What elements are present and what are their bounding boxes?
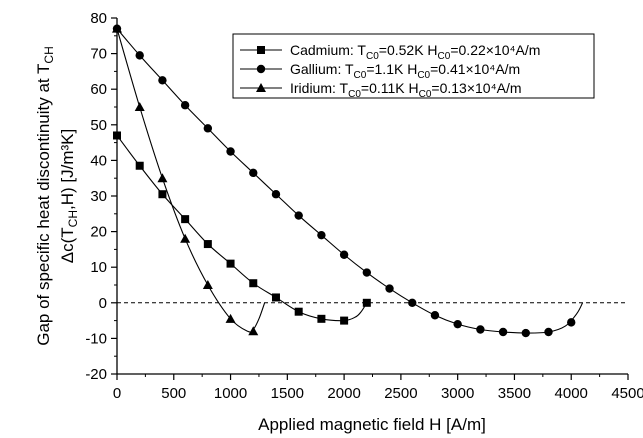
gallium-point — [135, 51, 144, 60]
gallium-point — [249, 168, 258, 178]
iridium-point — [202, 280, 213, 289]
legend-box — [232, 33, 595, 99]
legend-marker-cadmium — [257, 46, 265, 54]
iridium-point — [225, 313, 236, 323]
cadmium-point — [226, 259, 235, 268]
legend-marker-iridium — [256, 83, 266, 92]
y-axis-title-line2: Δc(TCH,H) [J/m³K] — [58, 129, 80, 263]
x-tick-label: 4000 — [555, 385, 588, 402]
gallium-point — [521, 328, 530, 338]
cadmium-point — [317, 314, 326, 323]
y-tick-label: 20 — [90, 224, 107, 241]
gallium-point — [271, 190, 281, 199]
gallium-point — [180, 101, 190, 110]
cadmium-point — [340, 316, 349, 325]
y-tick-label: 60 — [90, 81, 107, 98]
x-tick-label: 2000 — [327, 385, 360, 402]
iridium-curve — [116, 28, 266, 333]
iridium-point — [112, 23, 122, 33]
legend-label-iridium: Iridium: TC0=0.11K HC0=0.13×10⁴A/m — [290, 80, 522, 100]
gallium-point — [544, 327, 553, 337]
x-tick-label: 0 — [113, 385, 121, 402]
y-tick-label: -10 — [85, 330, 107, 347]
cadmium-point — [158, 190, 167, 199]
gallium-point — [567, 318, 576, 327]
gallium-point — [453, 319, 462, 329]
gallium-point — [430, 311, 440, 320]
x-tick-label: 2500 — [384, 385, 417, 402]
legend-label-gallium: Gallium: TC0=1.1K HC0=0.41×10⁴A/m — [290, 61, 520, 81]
y-tick-label: 80 — [90, 10, 107, 27]
ticks: 0 500 1000 1500 2000 2500 3000 3500 4000 4500-20-… — [85, 10, 643, 402]
cadmium-point — [249, 279, 258, 288]
cadmium-point — [203, 240, 212, 249]
iridium-point — [248, 326, 259, 336]
cadmium-point — [271, 293, 280, 302]
y-axis-title-line1: Gap of specific heat discontinuity at TC… — [34, 46, 56, 346]
y-tick-label: 30 — [90, 188, 107, 205]
cadmium-curve — [116, 135, 368, 322]
x-axis-title: Applied magnetic field H [A/m] — [258, 415, 486, 434]
series-markers — [112, 23, 576, 338]
iridium-point — [180, 233, 191, 243]
x-tick-label: 3500 — [498, 385, 531, 402]
y-tick-label: 70 — [90, 46, 107, 63]
y-axis-title-2: Δc(TCH,H) [J/m³K] — [58, 129, 80, 263]
x-tick-label: 500 — [161, 385, 186, 402]
gallium-point — [294, 211, 303, 220]
cadmium-point — [135, 161, 144, 170]
x-tick-label: 4500 — [611, 385, 643, 402]
gallium-point — [476, 325, 485, 334]
y-tick-label: 10 — [90, 259, 107, 276]
legend: Cadmium: TC0=0.52K HC0=0.22×10⁴A/mGalliu… — [232, 33, 595, 100]
cadmium-point — [113, 131, 121, 140]
y-tick-label: 0 — [99, 295, 107, 312]
y-axis-title: Gap of specific heat discontinuity at TC… — [34, 46, 56, 346]
gallium-point — [339, 250, 349, 259]
y-tick-label: 50 — [90, 117, 107, 134]
iridium-point — [134, 102, 145, 111]
gallium-point — [317, 230, 326, 240]
gallium-point — [362, 268, 372, 277]
gallium-point — [203, 124, 213, 133]
gallium-point — [385, 284, 394, 293]
gallium-point — [226, 147, 235, 156]
gallium-point — [408, 298, 417, 307]
x-tick-label: 3000 — [441, 385, 474, 402]
gallium-point — [498, 327, 508, 337]
y-tick-label: 40 — [90, 152, 107, 169]
cadmium-point — [362, 298, 371, 307]
x-tick-label: 1500 — [271, 385, 304, 402]
gallium-point — [158, 76, 167, 85]
y-tick-label: -20 — [85, 366, 107, 383]
legend-label-cadmium: Cadmium: TC0=0.52K HC0=0.22×10⁴A/m — [290, 42, 540, 62]
cadmium-point — [294, 307, 303, 316]
iridium-point — [157, 173, 168, 183]
cadmium-point — [181, 215, 190, 224]
legend-marker-gallium — [256, 64, 266, 74]
x-tick-label: 1000 — [214, 385, 247, 402]
